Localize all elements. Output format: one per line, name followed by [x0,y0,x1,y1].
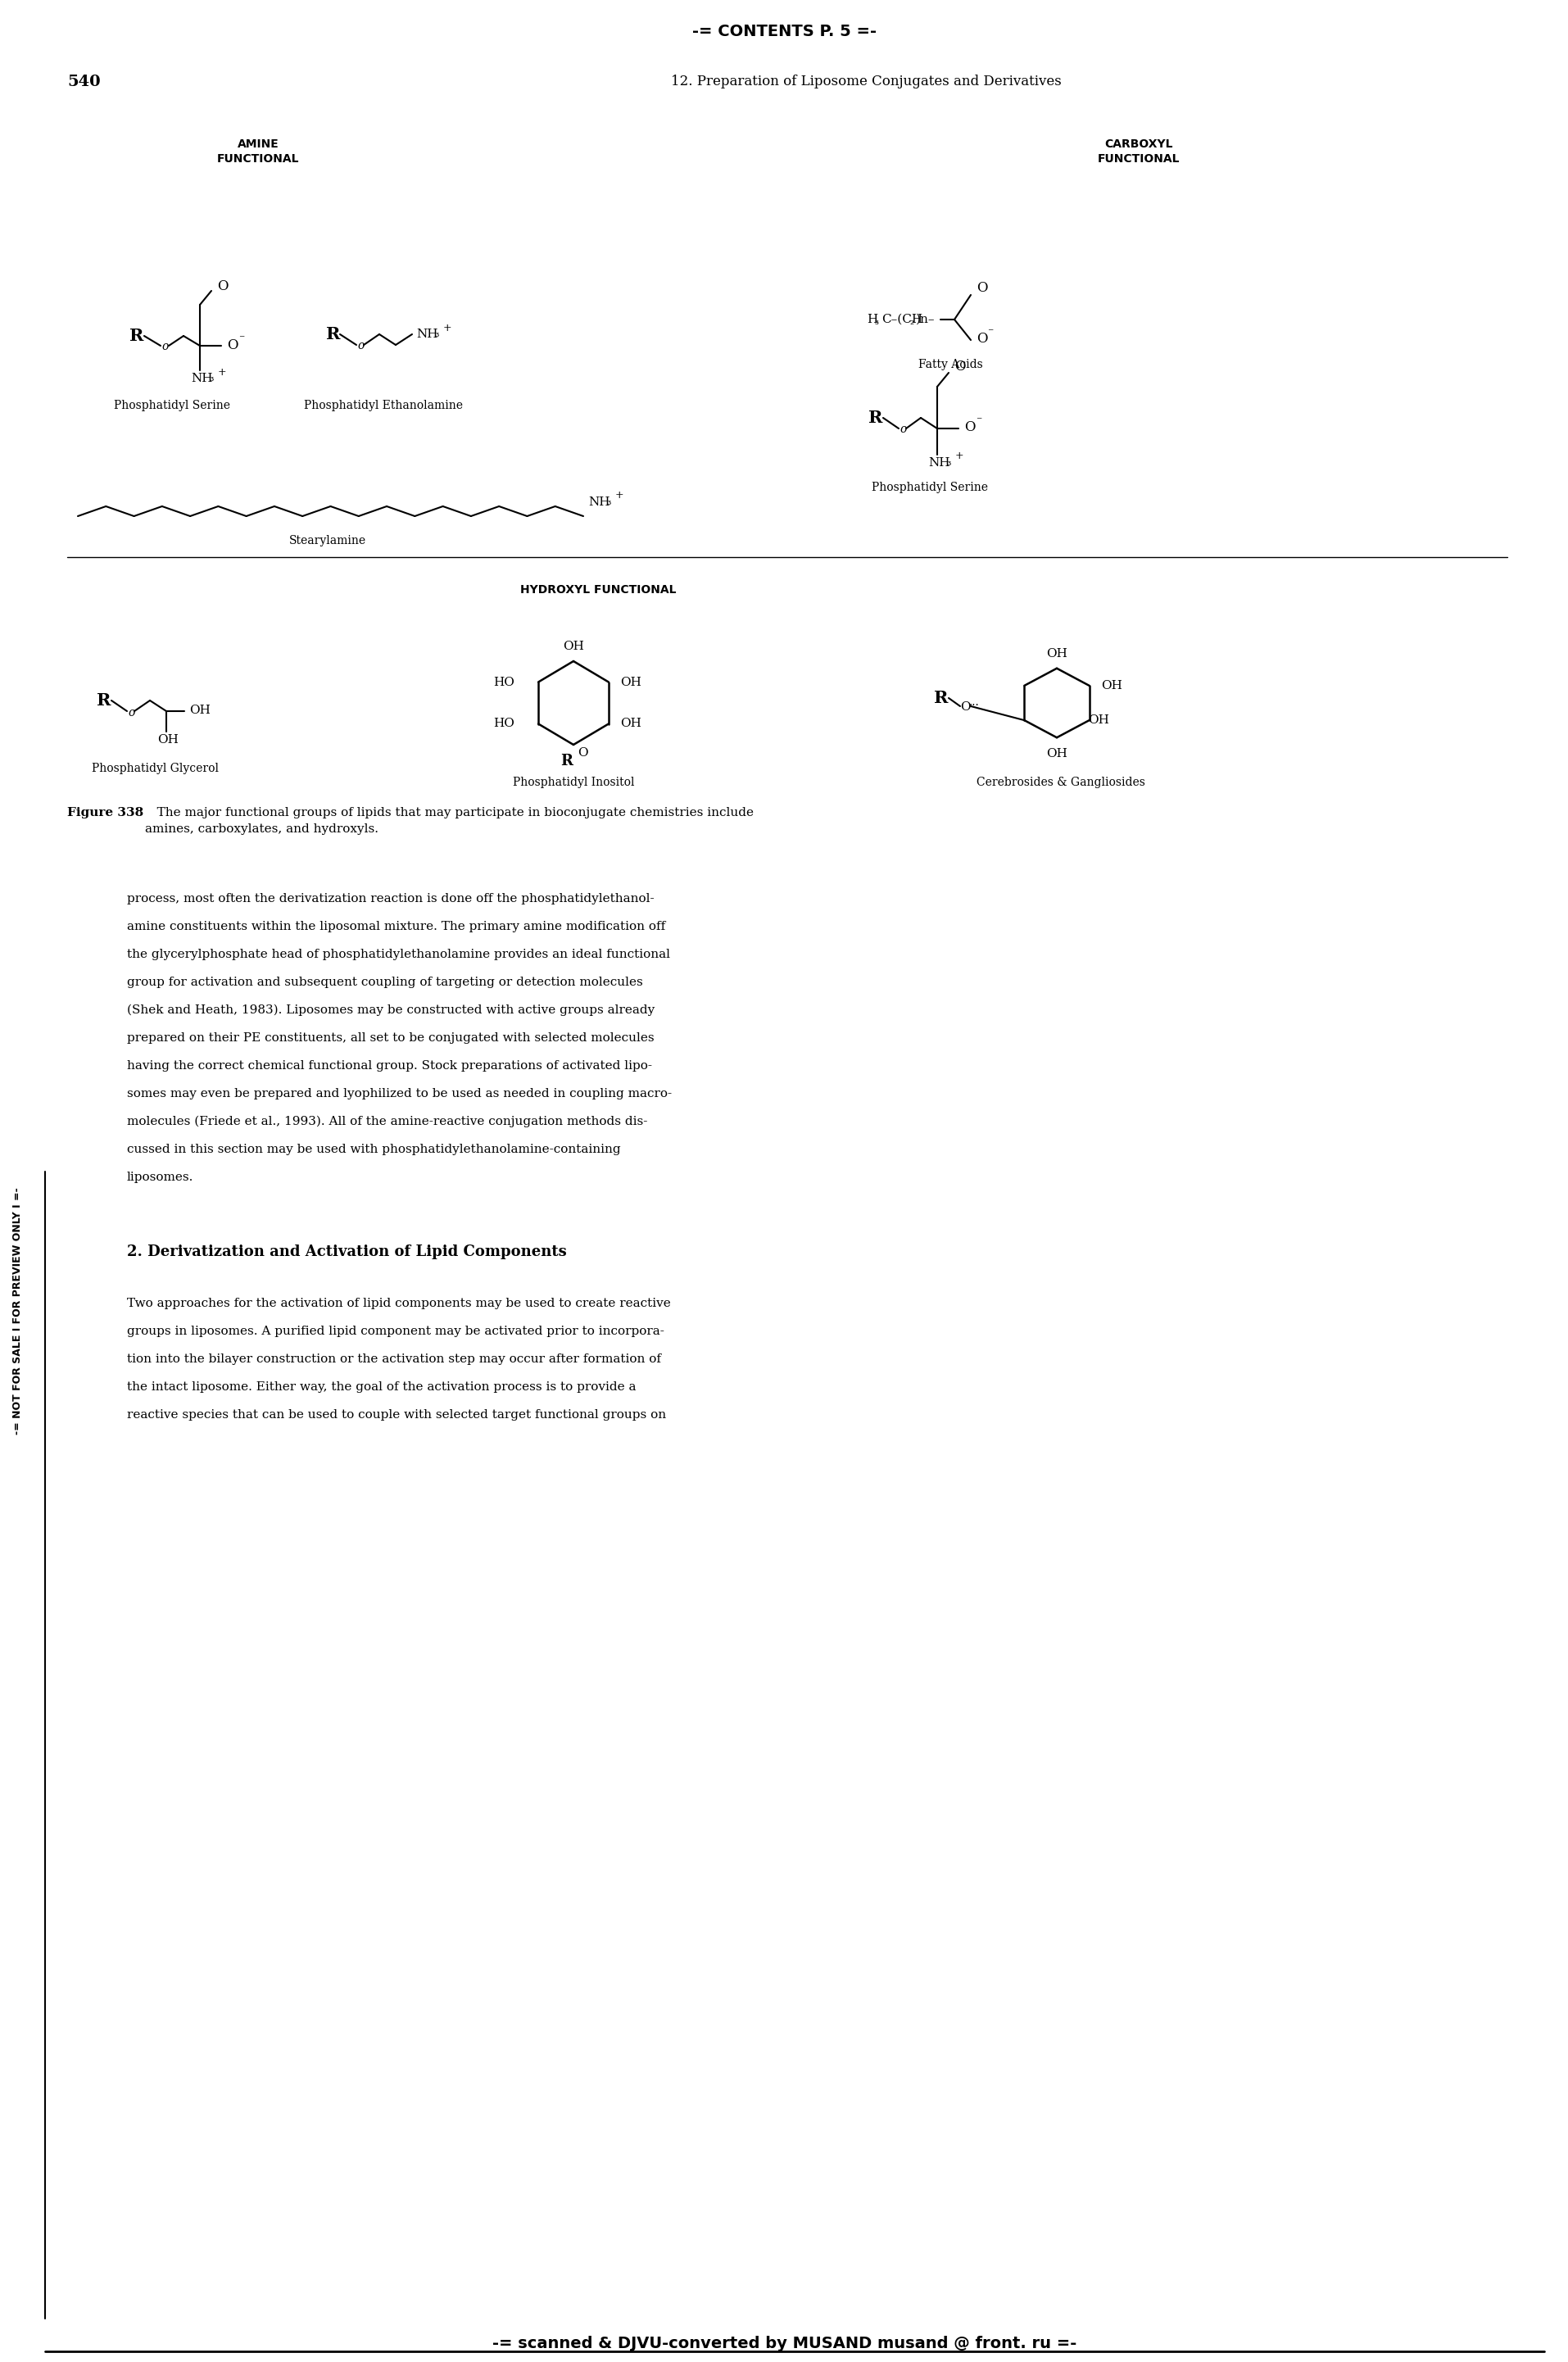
Text: having the correct chemical functional group. Stock preparations of activated li: having the correct chemical functional g… [127,1061,652,1072]
Text: the glycerylphosphate head of phosphatidylethanolamine provides an ideal functio: the glycerylphosphate head of phosphatid… [127,950,670,961]
Text: AMINE
FUNCTIONAL: AMINE FUNCTIONAL [216,139,299,165]
Text: groups in liposomes. A purified lipid component may be activated prior to incorp: groups in liposomes. A purified lipid co… [127,1325,663,1337]
Text: O: O [216,279,227,293]
Text: R: R [130,328,144,345]
Text: (Shek and Heath, 1983). Liposomes may be constructed with active groups already: (Shek and Heath, 1983). Liposomes may be… [127,1004,654,1016]
Text: O: O [953,359,964,373]
Text: molecules (Friede et al., 1993). All of the amine-reactive conjugation methods d: molecules (Friede et al., 1993). All of … [127,1115,648,1127]
Text: o: o [127,706,135,718]
Text: Phosphatidyl Inositol: Phosphatidyl Inositol [513,777,633,789]
Text: ₂: ₂ [909,317,913,328]
Text: the intact liposome. Either way, the goal of the activation process is to provid: the intact liposome. Either way, the goa… [127,1382,635,1394]
Text: amine constituents within the liposomal mixture. The primary amine modification : amine constituents within the liposomal … [127,921,665,933]
Text: R: R [326,326,340,342]
Text: R: R [97,692,111,709]
Text: reactive species that can be used to couple with selected target functional grou: reactive species that can be used to cou… [127,1410,666,1420]
Text: R: R [933,690,947,706]
Text: O: O [975,281,988,295]
Text: o: o [898,423,906,435]
Text: Phosphatidyl Ethanolamine: Phosphatidyl Ethanolamine [304,399,463,411]
Text: tion into the bilayer construction or the activation step may occur after format: tion into the bilayer construction or th… [127,1353,660,1365]
Text: ₃: ₃ [605,496,610,508]
Text: O: O [960,702,971,713]
Text: ₃: ₃ [873,317,878,328]
Text: O: O [975,331,988,345]
Text: NH: NH [928,458,949,468]
Text: Phosphatidyl Glycerol: Phosphatidyl Glycerol [93,763,220,775]
Text: NH: NH [191,373,213,385]
Text: HO: HO [494,676,514,687]
Text: ⁻: ⁻ [986,326,993,338]
Text: Cerebrosides & Gangliosides: Cerebrosides & Gangliosides [975,777,1145,789]
Text: Fatty Acids: Fatty Acids [917,359,982,371]
Text: ...: ... [969,697,978,709]
Text: cussed in this section may be used with phosphatidylethanolamine-containing: cussed in this section may be used with … [127,1143,621,1155]
Text: o: o [358,340,364,352]
Text: Stearylamine: Stearylamine [289,536,365,546]
Text: R: R [869,409,883,425]
Text: The major functional groups of lipids that may participate in bioconjugate chemi: The major functional groups of lipids th… [144,808,753,834]
Text: +: + [444,321,452,333]
Text: OH: OH [190,704,210,716]
Text: ₃: ₃ [209,371,213,383]
Text: H: H [866,314,877,326]
Text: ⁻: ⁻ [975,416,982,428]
Text: Two approaches for the activation of lipid components may be used to create reac: Two approaches for the activation of lip… [127,1297,671,1309]
Text: o: o [162,340,168,352]
Text: 540: 540 [67,76,100,90]
Text: OH: OH [563,640,583,652]
Text: )n–: )n– [916,314,935,326]
Text: C–(CH: C–(CH [881,314,922,326]
Text: HYDROXYL FUNCTIONAL: HYDROXYL FUNCTIONAL [519,583,676,595]
Text: 12. Preparation of Liposome Conjugates and Derivatives: 12. Preparation of Liposome Conjugates a… [671,76,1062,90]
Text: +: + [615,491,624,501]
Text: Phosphatidyl Serine: Phosphatidyl Serine [114,399,230,411]
Text: OH: OH [157,735,179,746]
Text: NH: NH [588,496,610,508]
Text: OH: OH [1046,749,1066,761]
Text: OH: OH [1087,716,1109,725]
Text: prepared on their PE constituents, all set to be conjugated with selected molecu: prepared on their PE constituents, all s… [127,1032,654,1044]
Text: NH: NH [416,328,437,340]
Text: -= NOT FOR SALE I FOR PREVIEW ONLY I =-: -= NOT FOR SALE I FOR PREVIEW ONLY I =- [13,1188,24,1434]
Text: group for activation and subsequent coupling of targeting or detection molecules: group for activation and subsequent coup… [127,976,643,987]
Text: R: R [560,753,572,768]
Text: ₃: ₃ [946,456,950,468]
Text: O: O [577,746,588,758]
Text: HO: HO [494,718,514,730]
Text: ₃: ₃ [434,328,439,340]
Text: -= CONTENTS P. 5 =-: -= CONTENTS P. 5 =- [691,24,877,38]
Text: ⁻: ⁻ [238,333,245,345]
Text: +: + [955,451,963,461]
Text: OH: OH [1101,680,1121,692]
Text: O: O [964,420,975,435]
Text: O: O [227,338,238,352]
Text: OH: OH [621,718,641,730]
Text: OH: OH [1046,647,1066,659]
Text: OH: OH [621,676,641,687]
Text: -= scanned & DJVU-converted by MUSAND musand @ front. ru =-: -= scanned & DJVU-converted by MUSAND mu… [492,2336,1076,2350]
Text: somes may even be prepared and lyophilized to be used as needed in coupling macr: somes may even be prepared and lyophiliz… [127,1089,671,1098]
Text: 2. Derivatization and Activation of Lipid Components: 2. Derivatization and Activation of Lipi… [127,1245,566,1259]
Text: Figure 338: Figure 338 [67,808,144,820]
Text: Phosphatidyl Serine: Phosphatidyl Serine [872,482,988,494]
Text: process, most often the derivatization reaction is done off the phosphatidyletha: process, most often the derivatization r… [127,893,654,905]
Text: liposomes.: liposomes. [127,1172,193,1183]
Text: CARBOXYL
FUNCTIONAL: CARBOXYL FUNCTIONAL [1098,139,1179,165]
Text: +: + [218,366,226,378]
